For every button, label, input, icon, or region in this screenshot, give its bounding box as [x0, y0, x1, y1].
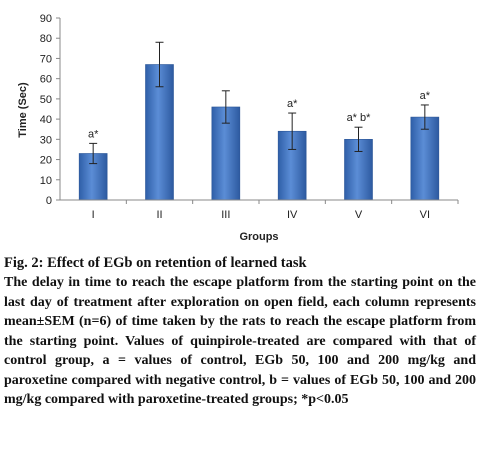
x-tick-label: III — [221, 209, 230, 221]
x-tick-label: II — [156, 209, 162, 221]
x-tick-label: V — [355, 209, 363, 221]
y-tick-label: 60 — [40, 74, 52, 86]
y-tick-label: 70 — [40, 53, 52, 65]
x-axis-label: Groups — [239, 231, 278, 243]
x-tick-label: I — [92, 209, 95, 221]
caption-title: Fig. 2: Effect of EGb on retention of le… — [4, 255, 307, 271]
significance-label: a* b* — [347, 112, 372, 124]
y-tick-label: 30 — [40, 134, 52, 146]
y-tick-label: 20 — [40, 155, 52, 167]
y-tick-label: 0 — [46, 195, 52, 207]
y-tick-label: 40 — [40, 114, 52, 126]
y-axis-label: Time (Sec) — [17, 82, 29, 138]
significance-label: a* — [420, 90, 431, 102]
y-tick-label: 50 — [40, 94, 52, 106]
caption-body: The delay in time to reach the escape pl… — [4, 275, 476, 407]
x-tick-label: VI — [420, 209, 430, 221]
significance-label: a* — [287, 98, 298, 110]
y-tick-label: 80 — [40, 33, 52, 45]
figure-caption: Fig. 2: Effect of EGb on retention of le… — [4, 254, 476, 410]
x-tick-label: IV — [287, 209, 298, 221]
significance-label: a* — [88, 128, 99, 140]
y-tick-label: 90 — [40, 13, 52, 25]
bar-IV — [277, 130, 307, 201]
bar-VI — [410, 116, 440, 201]
y-tick-label: 10 — [40, 175, 52, 187]
